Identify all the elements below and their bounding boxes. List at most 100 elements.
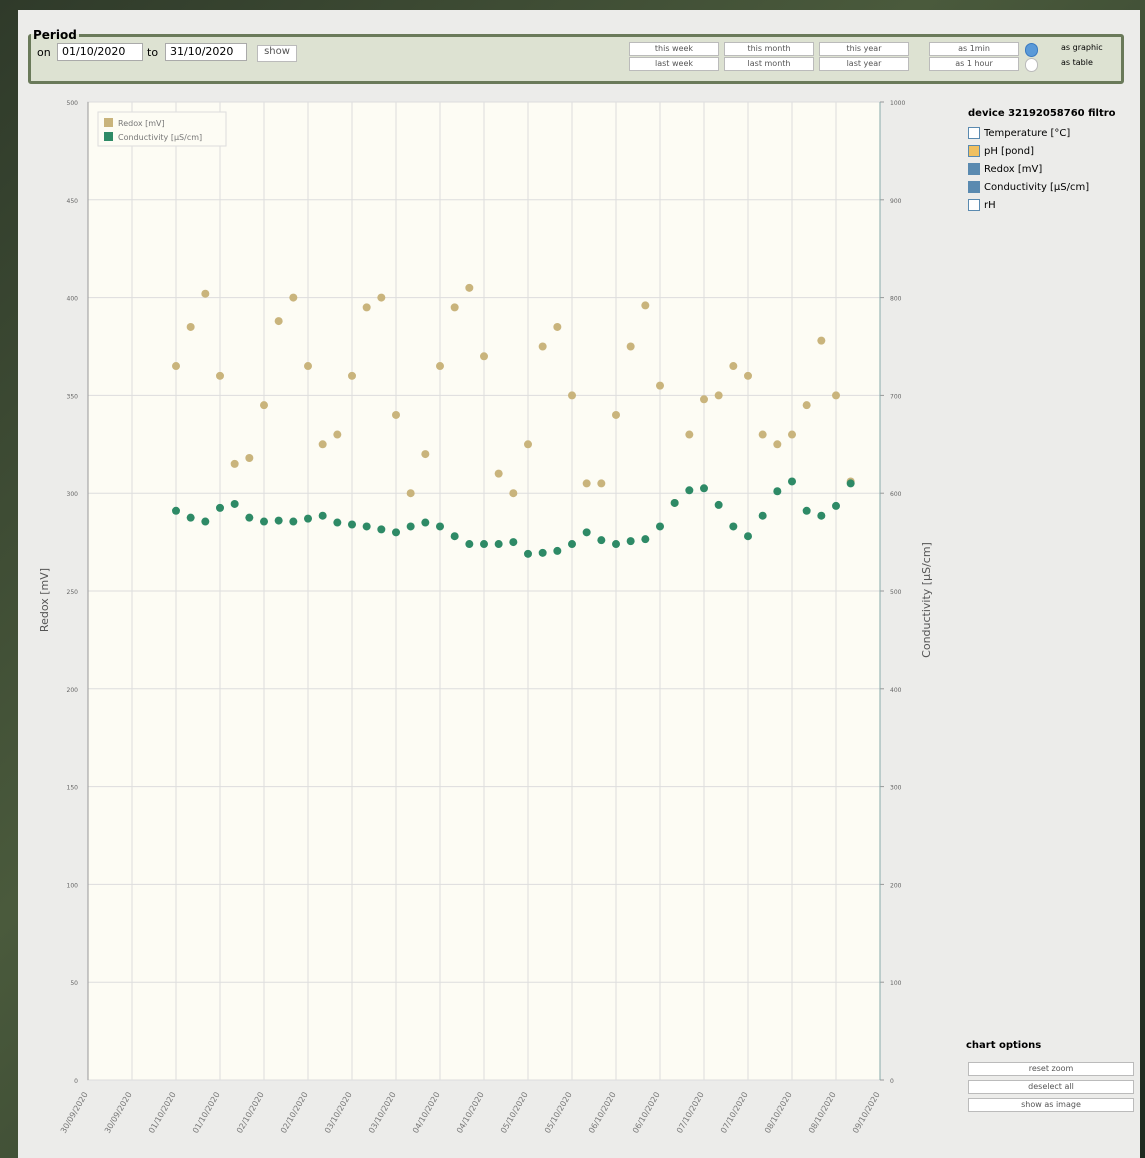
range-button[interactable]: this year <box>819 42 909 56</box>
option-button[interactable]: show as image <box>968 1098 1134 1112</box>
y-tick-label: 150 <box>67 785 79 792</box>
channel-label: rH <box>984 200 996 211</box>
panel: Period on 01/10/2020 to 31/10/2020 show … <box>18 10 1140 1158</box>
data-point <box>758 430 767 439</box>
from-label: on <box>37 46 51 59</box>
data-point <box>377 293 386 302</box>
y-tick-label: 300 <box>67 491 79 498</box>
channel-checkbox[interactable]: Redox [mV] <box>968 163 1042 175</box>
view-radio[interactable] <box>1025 43 1038 57</box>
data-point <box>538 548 547 557</box>
legend-swatch <box>104 132 113 141</box>
data-point <box>744 532 752 541</box>
data-point <box>802 401 811 410</box>
y-tick-label: 250 <box>67 589 79 596</box>
data-point <box>362 522 371 531</box>
y2-axis-title: Conductivity [µS/cm] <box>920 542 933 658</box>
period-legend: Period <box>33 28 77 42</box>
data-point <box>421 450 430 459</box>
x-tick-label: 08/10/2020 <box>807 1091 838 1135</box>
channel-checkbox[interactable]: rH <box>968 199 996 211</box>
data-point <box>186 513 195 522</box>
from-input[interactable]: 01/10/2020 <box>57 43 143 61</box>
data-point <box>245 453 254 462</box>
y2-tick-label: 100 <box>890 980 902 987</box>
x-tick-label: 07/10/2020 <box>675 1091 706 1135</box>
x-tick-label: 06/10/2020 <box>631 1091 662 1135</box>
data-point <box>641 535 650 544</box>
data-point <box>377 525 386 534</box>
data-point <box>230 459 239 468</box>
data-point <box>289 517 298 526</box>
granularity-button[interactable]: as 1 hour <box>929 57 1019 71</box>
show-button[interactable]: show <box>257 45 297 62</box>
data-point <box>626 537 635 546</box>
option-button[interactable]: deselect all <box>968 1080 1134 1094</box>
x-tick-label: 02/10/2020 <box>279 1091 310 1135</box>
data-point <box>348 371 356 380</box>
x-tick-label: 01/10/2020 <box>191 1091 222 1135</box>
range-button[interactable]: last month <box>724 57 814 71</box>
data-point <box>524 549 532 558</box>
legend-swatch <box>104 118 113 127</box>
data-point <box>509 538 518 547</box>
x-tick-label: 06/10/2020 <box>587 1091 618 1135</box>
range-button[interactable]: last year <box>819 57 909 71</box>
range-button[interactable]: this month <box>724 42 814 56</box>
range-button[interactable]: last week <box>629 57 719 71</box>
data-point <box>597 479 606 488</box>
data-point <box>802 506 811 515</box>
chart: 0 50 100 150 200 250 300 350 400 450 500 0 100 200 300… <box>38 100 933 1135</box>
data-point <box>304 514 312 523</box>
x-tick-label: 09/10/2020 <box>851 1091 882 1135</box>
data-point <box>685 486 694 495</box>
data-point <box>450 532 459 541</box>
option-button[interactable]: reset zoom <box>968 1062 1134 1076</box>
data-point <box>274 516 283 525</box>
data-point <box>406 489 415 498</box>
data-point <box>568 540 576 549</box>
data-point <box>436 362 444 371</box>
x-tick-label: 04/10/2020 <box>455 1091 486 1135</box>
channel-checkbox[interactable]: Temperature [°C] <box>968 127 1070 139</box>
options-title: chart options <box>966 1040 1042 1051</box>
view-radio[interactable] <box>1025 58 1038 72</box>
data-point <box>817 511 826 520</box>
data-point <box>216 503 224 512</box>
data-point <box>494 540 503 549</box>
x-tick-label: 02/10/2020 <box>235 1091 266 1135</box>
legend-box <box>97 111 227 147</box>
y2-tick-label: 300 <box>890 785 902 792</box>
y2-tick-label: 400 <box>890 687 902 694</box>
channel-checkbox[interactable]: Conductivity [µS/cm] <box>968 181 1089 193</box>
data-point <box>744 371 752 380</box>
data-point <box>817 336 826 345</box>
data-point <box>260 517 268 526</box>
y-tick-label: 450 <box>67 198 79 205</box>
data-point <box>421 518 430 527</box>
data-point <box>348 520 356 529</box>
to-label: to <box>147 46 159 59</box>
y2-tick-label: 200 <box>890 882 902 889</box>
data-point <box>274 317 283 326</box>
data-point <box>216 371 224 380</box>
data-point <box>362 303 371 312</box>
data-point <box>582 479 591 488</box>
range-button[interactable]: this week <box>629 42 719 56</box>
data-point <box>714 391 723 400</box>
x-tick-label: 03/10/2020 <box>367 1091 398 1135</box>
legend-label: Conductivity [µS/cm] <box>118 133 202 142</box>
data-point <box>465 540 474 549</box>
x-tick-label: 01/10/2020 <box>147 1091 178 1135</box>
data-point <box>304 362 312 371</box>
x-tick-label: 05/10/2020 <box>543 1091 574 1135</box>
data-point <box>714 500 723 509</box>
to-input[interactable]: 31/10/2020 <box>165 43 247 61</box>
channel-checkbox[interactable]: pH [pond] <box>968 145 1034 157</box>
x-tick-label: 30/09/2020 <box>59 1091 90 1135</box>
data-point <box>729 522 738 531</box>
data-point <box>289 293 298 302</box>
granularity-button[interactable]: as 1min <box>929 42 1019 56</box>
data-point <box>553 546 562 555</box>
